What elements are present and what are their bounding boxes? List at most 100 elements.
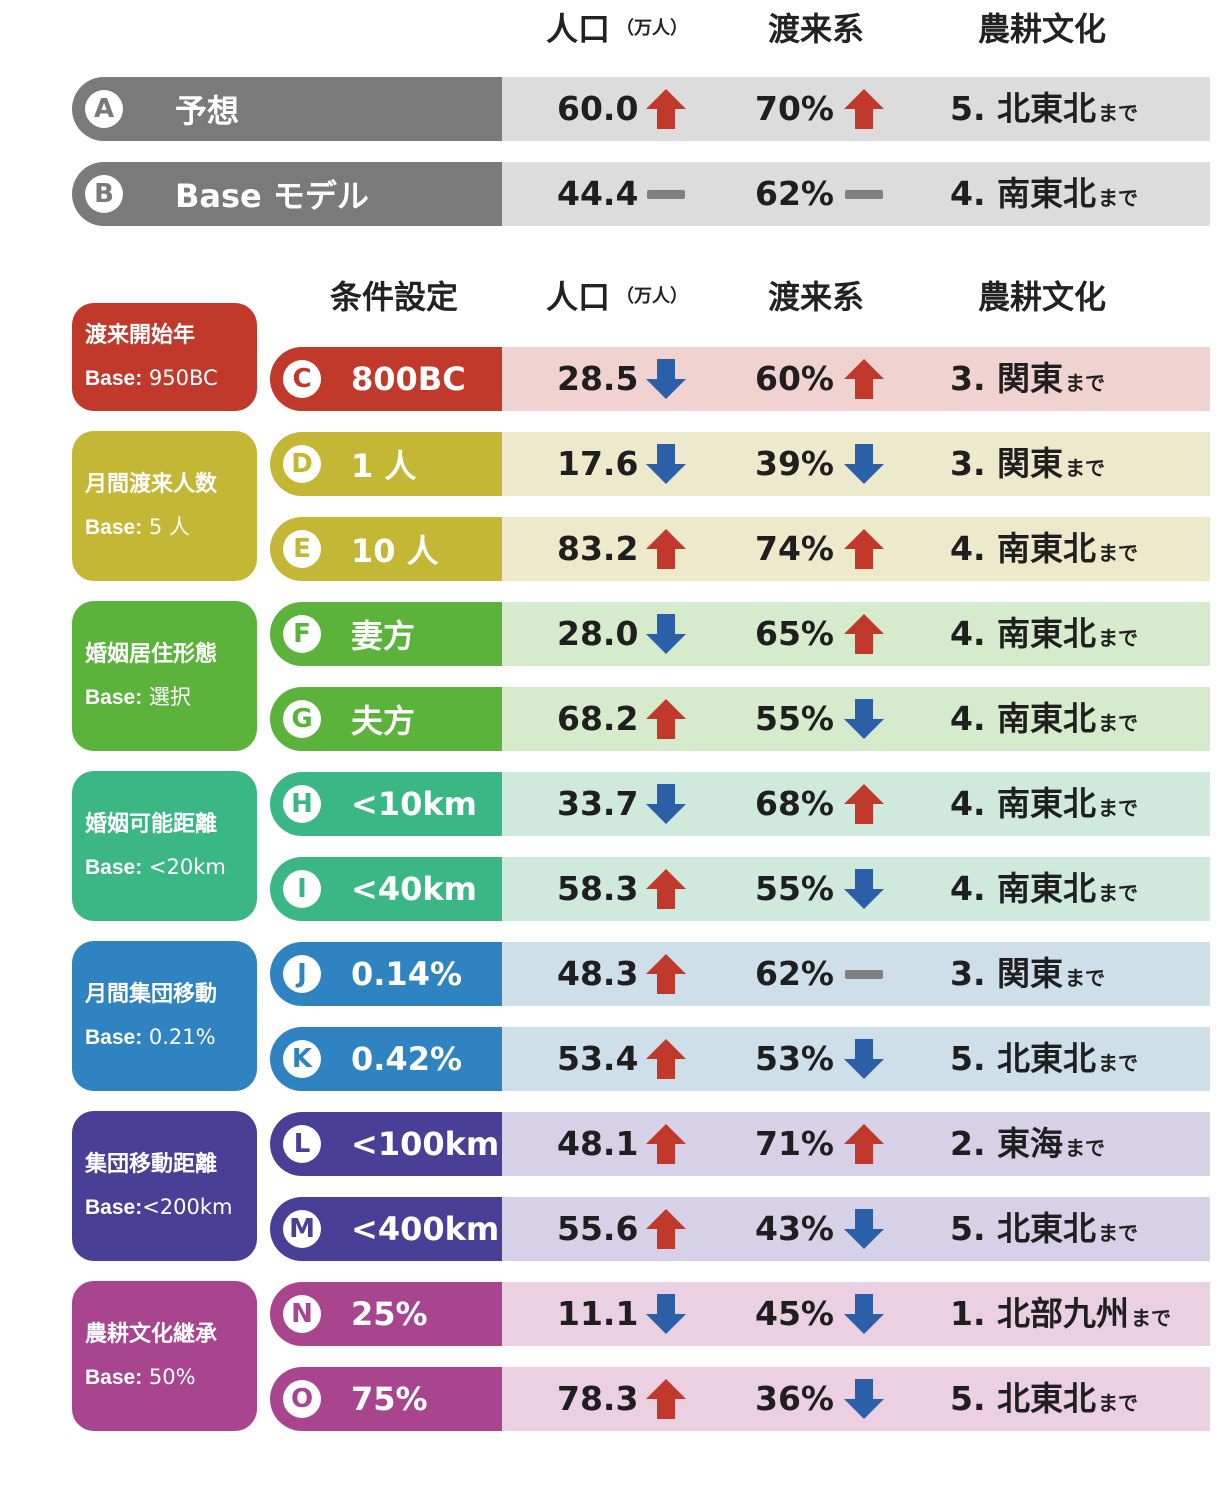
letter-badge: H <box>283 785 321 823</box>
group-box: 月間渡来人数 Base: 5 人 <box>72 431 257 581</box>
group-base-value: 50% <box>142 1364 196 1389</box>
agriculture-value: 4. 南東北 まで <box>950 517 1138 581</box>
up-arrow-icon <box>646 529 686 569</box>
agriculture-suffix: まで <box>1065 371 1105 395</box>
condition-pill: J 0.14% <box>270 942 502 1006</box>
group-base-key: Base: <box>85 1195 143 1219</box>
agriculture-suffix: まで <box>1098 1221 1138 1245</box>
population-value: 48.1 <box>557 1124 639 1163</box>
condition-pill: O 75% <box>270 1367 502 1431</box>
group-name: 渡来開始年 <box>85 322 196 348</box>
group-base: Base: 選択 <box>85 682 257 713</box>
population-value: 68.2 <box>557 699 639 738</box>
condition-pill: H <10km <box>270 772 502 836</box>
agriculture-suffix: まで <box>1098 541 1138 565</box>
condition-pill: F 妻方 <box>270 602 502 666</box>
condition-label: 25% <box>351 1295 428 1333</box>
condition-label: 75% <box>351 1380 428 1418</box>
toraijin-value: 65% <box>755 614 834 653</box>
agriculture-value: 3. 関東 まで <box>950 347 1105 411</box>
group-box: 渡来開始年 Base: 950BC <box>72 303 257 411</box>
group-base-value: 5 人 <box>142 514 190 539</box>
agriculture-region: 4. 南東北 <box>950 869 1096 908</box>
population-value: 60.0 <box>557 89 639 128</box>
letter-badge: F <box>283 615 321 653</box>
agriculture-suffix: まで <box>1098 1051 1138 1075</box>
up-arrow-icon <box>646 89 686 129</box>
toraijin-value: 39% <box>755 444 834 483</box>
agriculture-region: 4. 南東北 <box>950 699 1096 738</box>
toraijin-value: 62% <box>755 954 834 993</box>
agriculture-value: 4. 南東北 まで <box>950 857 1138 921</box>
agriculture-value: 4. 南東北 まで <box>950 162 1138 226</box>
group-base-key: Base: <box>85 1025 143 1049</box>
group-base-key: Base: <box>85 515 143 539</box>
group-base-key: Base: <box>85 685 143 709</box>
down-arrow-icon <box>646 444 686 484</box>
condition-label: 0.42% <box>351 1040 463 1078</box>
down-arrow-icon <box>646 1294 686 1334</box>
condition-label: <400km <box>351 1210 500 1248</box>
toraijin-value: 36% <box>755 1379 834 1418</box>
header-agriculture: 農耕文化 <box>978 10 1107 48</box>
condition-label: 0.14% <box>351 955 463 993</box>
letter-badge: E <box>283 530 321 568</box>
condition-pill: I <40km <box>270 857 502 921</box>
agriculture-region: 2. 東海 <box>950 1124 1063 1163</box>
toraijin-value: 60% <box>755 359 834 398</box>
down-arrow-icon <box>844 1039 884 1079</box>
group-base-key: Base: <box>85 366 143 390</box>
down-arrow-icon <box>844 444 884 484</box>
condition-pill: K 0.42% <box>270 1027 502 1091</box>
letter-badge: N <box>283 1295 321 1333</box>
group-name: 月間渡来人数 <box>85 471 218 497</box>
toraijin-value: 70% <box>755 89 834 128</box>
agriculture-region: 3. 関東 <box>950 954 1063 993</box>
condition-pill: N 25% <box>270 1282 502 1346</box>
agriculture-suffix: まで <box>1065 1136 1105 1160</box>
letter-badge: D <box>283 445 321 483</box>
group-base: Base: 5 人 <box>85 512 257 543</box>
group-base: Base: <20km <box>85 852 257 883</box>
agriculture-suffix: まで <box>1098 626 1138 650</box>
toraijin-value: 55% <box>755 699 834 738</box>
agriculture-value: 5. 北東北 まで <box>950 1027 1138 1091</box>
letter-badge: M <box>283 1210 321 1248</box>
header-condition: 条件設定 <box>330 278 459 316</box>
group-name: 月間集団移動 <box>85 981 218 1007</box>
toraijin-value: 62% <box>755 174 834 213</box>
group-box: 婚姻居住形態 Base: 選択 <box>72 601 257 751</box>
up-arrow-icon <box>844 1124 884 1164</box>
down-arrow-icon <box>646 359 686 399</box>
agriculture-value: 1. 北部九州 まで <box>950 1282 1171 1346</box>
agriculture-suffix: まで <box>1098 101 1138 125</box>
header-population-unit-2: （万人） <box>616 286 689 307</box>
agriculture-value: 2. 東海 まで <box>950 1112 1105 1176</box>
agriculture-value: 3. 関東 まで <box>950 432 1105 496</box>
toraijin-value: 55% <box>755 869 834 908</box>
group-base: Base: 950BC <box>85 363 257 394</box>
group-base: Base:<200km <box>85 1192 257 1223</box>
agriculture-region: 5. 北東北 <box>950 1379 1096 1418</box>
condition-pill: C 800BC <box>270 347 502 411</box>
group-base-value: 0.21% <box>142 1024 216 1049</box>
condition-pill: G 夫方 <box>270 687 502 751</box>
group-box: 農耕文化継承 Base: 50% <box>72 1281 257 1431</box>
letter-badge: L <box>283 1125 321 1163</box>
down-arrow-icon <box>646 784 686 824</box>
agriculture-region: 3. 関東 <box>950 359 1063 398</box>
population-value: 78.3 <box>557 1379 639 1418</box>
toraijin-value: 43% <box>755 1209 834 1248</box>
up-arrow-icon <box>844 614 884 654</box>
condition-pill: A 予想 <box>72 77 502 141</box>
population-value: 11.1 <box>557 1294 639 1333</box>
agriculture-region: 4. 南東北 <box>950 614 1096 653</box>
population-value: 58.3 <box>557 869 639 908</box>
agriculture-value: 5. 北東北 まで <box>950 77 1138 141</box>
agriculture-suffix: まで <box>1065 966 1105 990</box>
group-base-value: 選択 <box>142 684 191 709</box>
condition-label: 予想 <box>175 92 240 130</box>
group-base: Base: 0.21% <box>85 1022 257 1053</box>
agriculture-suffix: まで <box>1065 456 1105 480</box>
group-box: 月間集団移動 Base: 0.21% <box>72 941 257 1091</box>
